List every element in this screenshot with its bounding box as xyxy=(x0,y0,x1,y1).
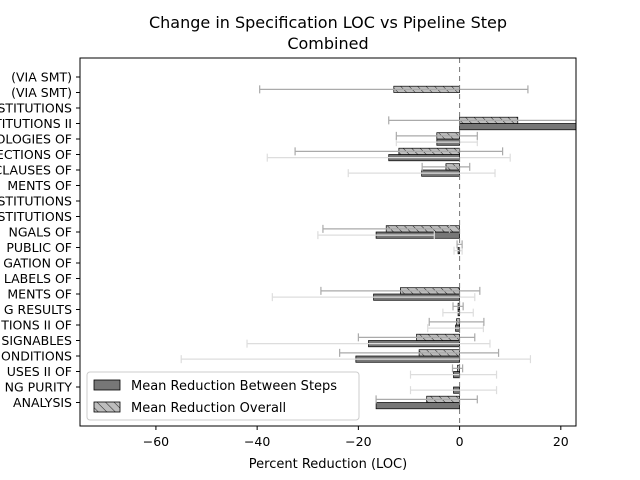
y-tick-label-4: OLOGIES OF xyxy=(0,132,72,147)
y-tick-label-16: TIONS II OF xyxy=(0,318,72,333)
y-tick-label-17: SIGNABLES xyxy=(1,333,72,348)
y-tick-label-0: (VIA SMT) xyxy=(11,70,72,85)
y-tick-label-18: ONDITIONS xyxy=(1,349,72,364)
legend: Mean Reduction Between Steps Mean Reduct… xyxy=(86,371,360,421)
y-tick-label-12: GATION OF xyxy=(3,256,72,271)
y-tick-label-21: ANALYSIS xyxy=(13,395,72,410)
y-tick-label-15: G RESULTS xyxy=(4,302,72,317)
y-tick-label-11: PUBLIC OF xyxy=(6,240,72,255)
legend-label-between-steps: Mean Reduction Between Steps xyxy=(131,379,337,394)
legend-box xyxy=(86,371,360,421)
legend-swatch-between-steps xyxy=(93,379,121,391)
legend-swatch-overall xyxy=(93,401,121,413)
legend-label-overall: Mean Reduction Overall xyxy=(131,401,286,416)
x-axis-label: Percent Reduction (LOC) xyxy=(249,457,407,472)
plot-frame xyxy=(79,57,577,427)
y-tick-label-9: STITUTIONS xyxy=(0,209,72,224)
x-tick-label-1: −40 xyxy=(244,434,270,449)
y-tick-label-5: ECTIONS OF xyxy=(0,147,72,162)
plot-background xyxy=(80,58,576,426)
y-tick-label-3: STITUTIONS II xyxy=(0,116,72,131)
y-tick-label-2: STITUTIONS xyxy=(0,101,72,116)
bar-between-steps-21 xyxy=(375,402,460,410)
y-tick-label-7: MENTS OF xyxy=(7,178,72,193)
chart-subtitle: Combined xyxy=(287,34,368,53)
y-tick-label-13: LABELS OF xyxy=(4,271,72,286)
y-tick-label-1: (VIA SMT) xyxy=(11,85,72,100)
y-tick-label-6: CLAUSES OF xyxy=(0,163,72,178)
x-axis: −60 −40 −20 0 20 xyxy=(143,426,569,449)
x-tick-label-0: −60 xyxy=(143,434,169,449)
y-tick-label-20: NG PURITY xyxy=(5,380,73,395)
error-bars xyxy=(180,85,576,404)
bar-between-steps-3 xyxy=(459,123,576,131)
y-tick-label-19: USES II OF xyxy=(7,364,72,379)
y-tick-label-8: STITUTIONS xyxy=(0,194,72,209)
x-tick-label-3: 0 xyxy=(456,434,464,449)
y-tick-label-10: NGALS OF xyxy=(9,225,73,240)
x-tick-label-4: 20 xyxy=(553,434,569,449)
plot-area xyxy=(79,57,577,427)
x-tick-label-2: −20 xyxy=(345,434,371,449)
chart-title: Change in Specification LOC vs Pipeline … xyxy=(149,13,507,32)
y-tick-label-14: MENTS OF xyxy=(7,287,72,302)
